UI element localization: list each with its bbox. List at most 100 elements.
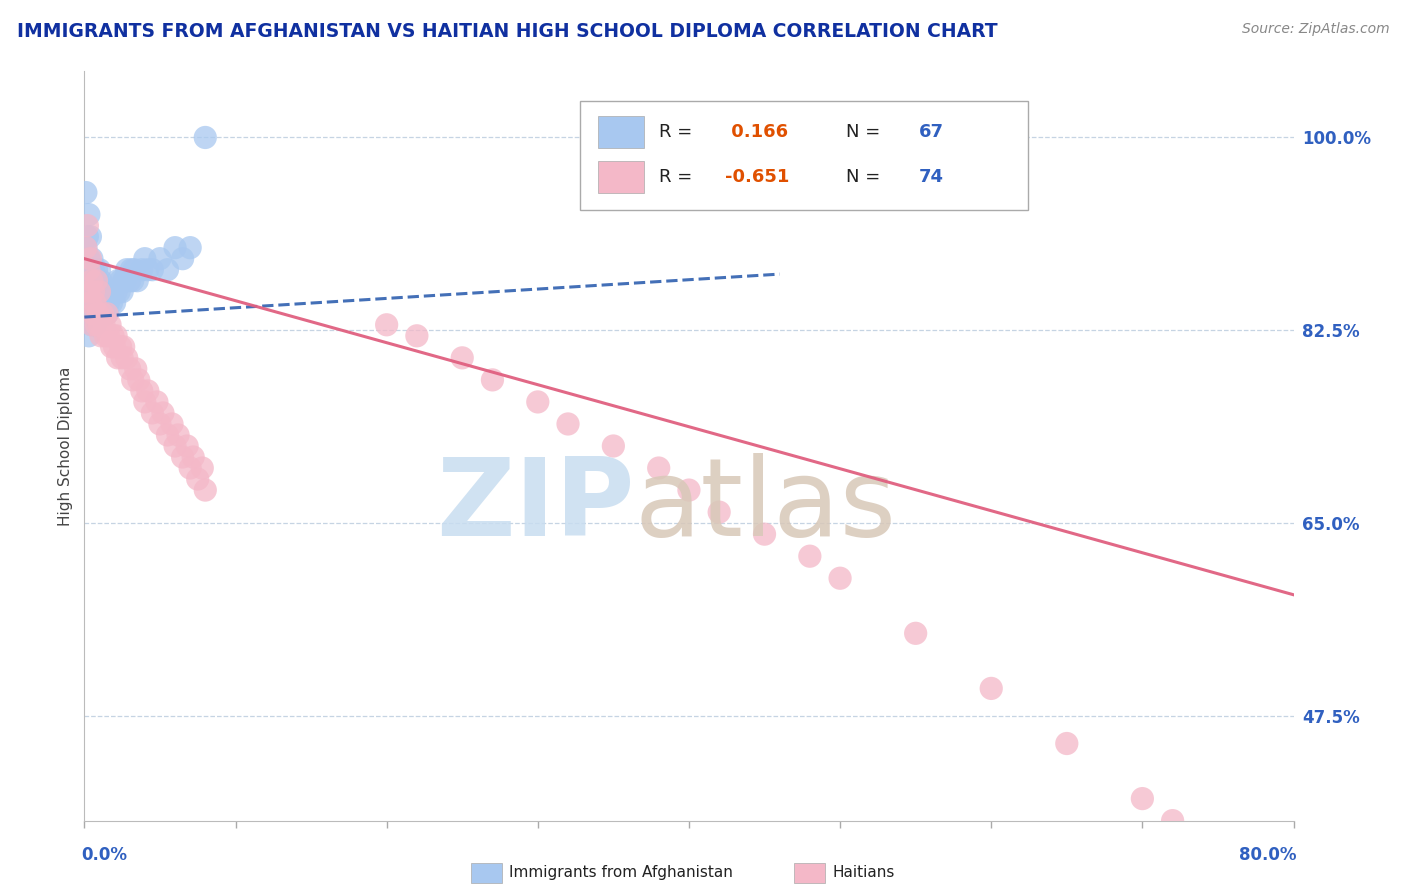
Point <box>89 307 111 321</box>
Text: R =: R = <box>659 123 697 141</box>
Text: 74: 74 <box>918 168 943 186</box>
Point <box>100 340 122 354</box>
Point <box>115 262 138 277</box>
Point <box>86 262 108 277</box>
Point <box>105 328 128 343</box>
Point <box>75 274 97 288</box>
Point <box>114 274 136 288</box>
Point <box>128 373 150 387</box>
Point <box>121 274 143 288</box>
Point <box>98 318 121 332</box>
Point <box>82 285 104 299</box>
Point <box>131 262 153 277</box>
Point <box>86 318 108 332</box>
Point <box>96 307 118 321</box>
Point <box>149 252 172 266</box>
Bar <box>599 116 644 148</box>
Point <box>77 328 100 343</box>
Point <box>165 241 187 255</box>
Point <box>84 295 107 310</box>
Point <box>77 274 100 288</box>
Point <box>93 295 115 310</box>
Point <box>176 439 198 453</box>
Point <box>79 295 101 310</box>
Point <box>86 274 108 288</box>
Point <box>111 351 134 365</box>
Point <box>82 307 104 321</box>
Point <box>451 351 474 365</box>
Point <box>94 328 117 343</box>
Text: atlas: atlas <box>634 453 897 559</box>
Point <box>131 384 153 398</box>
Point <box>830 571 852 585</box>
Point <box>77 262 100 277</box>
Text: 0.166: 0.166 <box>725 123 789 141</box>
Point <box>602 439 624 453</box>
Point <box>90 295 112 310</box>
FancyBboxPatch shape <box>581 102 1028 210</box>
Point <box>105 285 128 299</box>
Point <box>84 274 107 288</box>
Text: ZIP: ZIP <box>436 453 634 559</box>
Point <box>107 274 129 288</box>
Point <box>678 483 700 497</box>
Bar <box>599 161 644 193</box>
Point <box>97 295 120 310</box>
Point <box>112 274 135 288</box>
Text: 67: 67 <box>918 123 943 141</box>
Point <box>79 252 101 266</box>
Point <box>96 307 118 321</box>
Point <box>82 262 104 277</box>
Point <box>77 252 100 266</box>
Point <box>77 285 100 299</box>
Point <box>181 450 204 464</box>
Point <box>76 229 98 244</box>
Point <box>91 285 114 299</box>
Point <box>156 262 179 277</box>
Point <box>1253 880 1275 892</box>
Point <box>79 262 101 277</box>
Point <box>136 262 159 277</box>
Text: N =: N = <box>846 168 886 186</box>
Point <box>709 505 731 519</box>
Text: Haitians: Haitians <box>832 865 894 880</box>
Point <box>110 340 132 354</box>
Point <box>87 307 110 321</box>
Point <box>77 295 100 310</box>
Point <box>141 262 163 277</box>
Point <box>97 328 120 343</box>
Point <box>77 208 100 222</box>
Point <box>84 318 107 332</box>
Point <box>104 295 127 310</box>
Point <box>76 285 98 299</box>
Point <box>179 461 201 475</box>
Point <box>108 285 131 299</box>
Point <box>98 285 121 299</box>
Point <box>904 626 927 640</box>
Point <box>160 417 183 431</box>
Point <box>76 219 98 233</box>
Point <box>79 229 101 244</box>
Point <box>93 318 115 332</box>
Point <box>527 395 550 409</box>
Point <box>134 395 156 409</box>
Point <box>91 307 114 321</box>
Point <box>152 406 174 420</box>
Point <box>84 295 107 310</box>
Point <box>121 373 143 387</box>
Point <box>82 307 104 321</box>
Point <box>165 439 187 453</box>
Text: 80.0%: 80.0% <box>1239 846 1296 863</box>
Point <box>980 681 1002 696</box>
Point <box>76 307 98 321</box>
Point <box>754 527 776 541</box>
Point <box>82 285 104 299</box>
Text: 0.0%: 0.0% <box>82 846 128 863</box>
Point <box>648 461 671 475</box>
Point <box>1056 737 1078 751</box>
Point <box>107 351 129 365</box>
Point <box>194 483 217 497</box>
Text: IMMIGRANTS FROM AFGHANISTAN VS HAITIAN HIGH SCHOOL DIPLOMA CORRELATION CHART: IMMIGRANTS FROM AFGHANISTAN VS HAITIAN H… <box>17 22 997 41</box>
Point <box>79 307 101 321</box>
Text: N =: N = <box>846 123 886 141</box>
